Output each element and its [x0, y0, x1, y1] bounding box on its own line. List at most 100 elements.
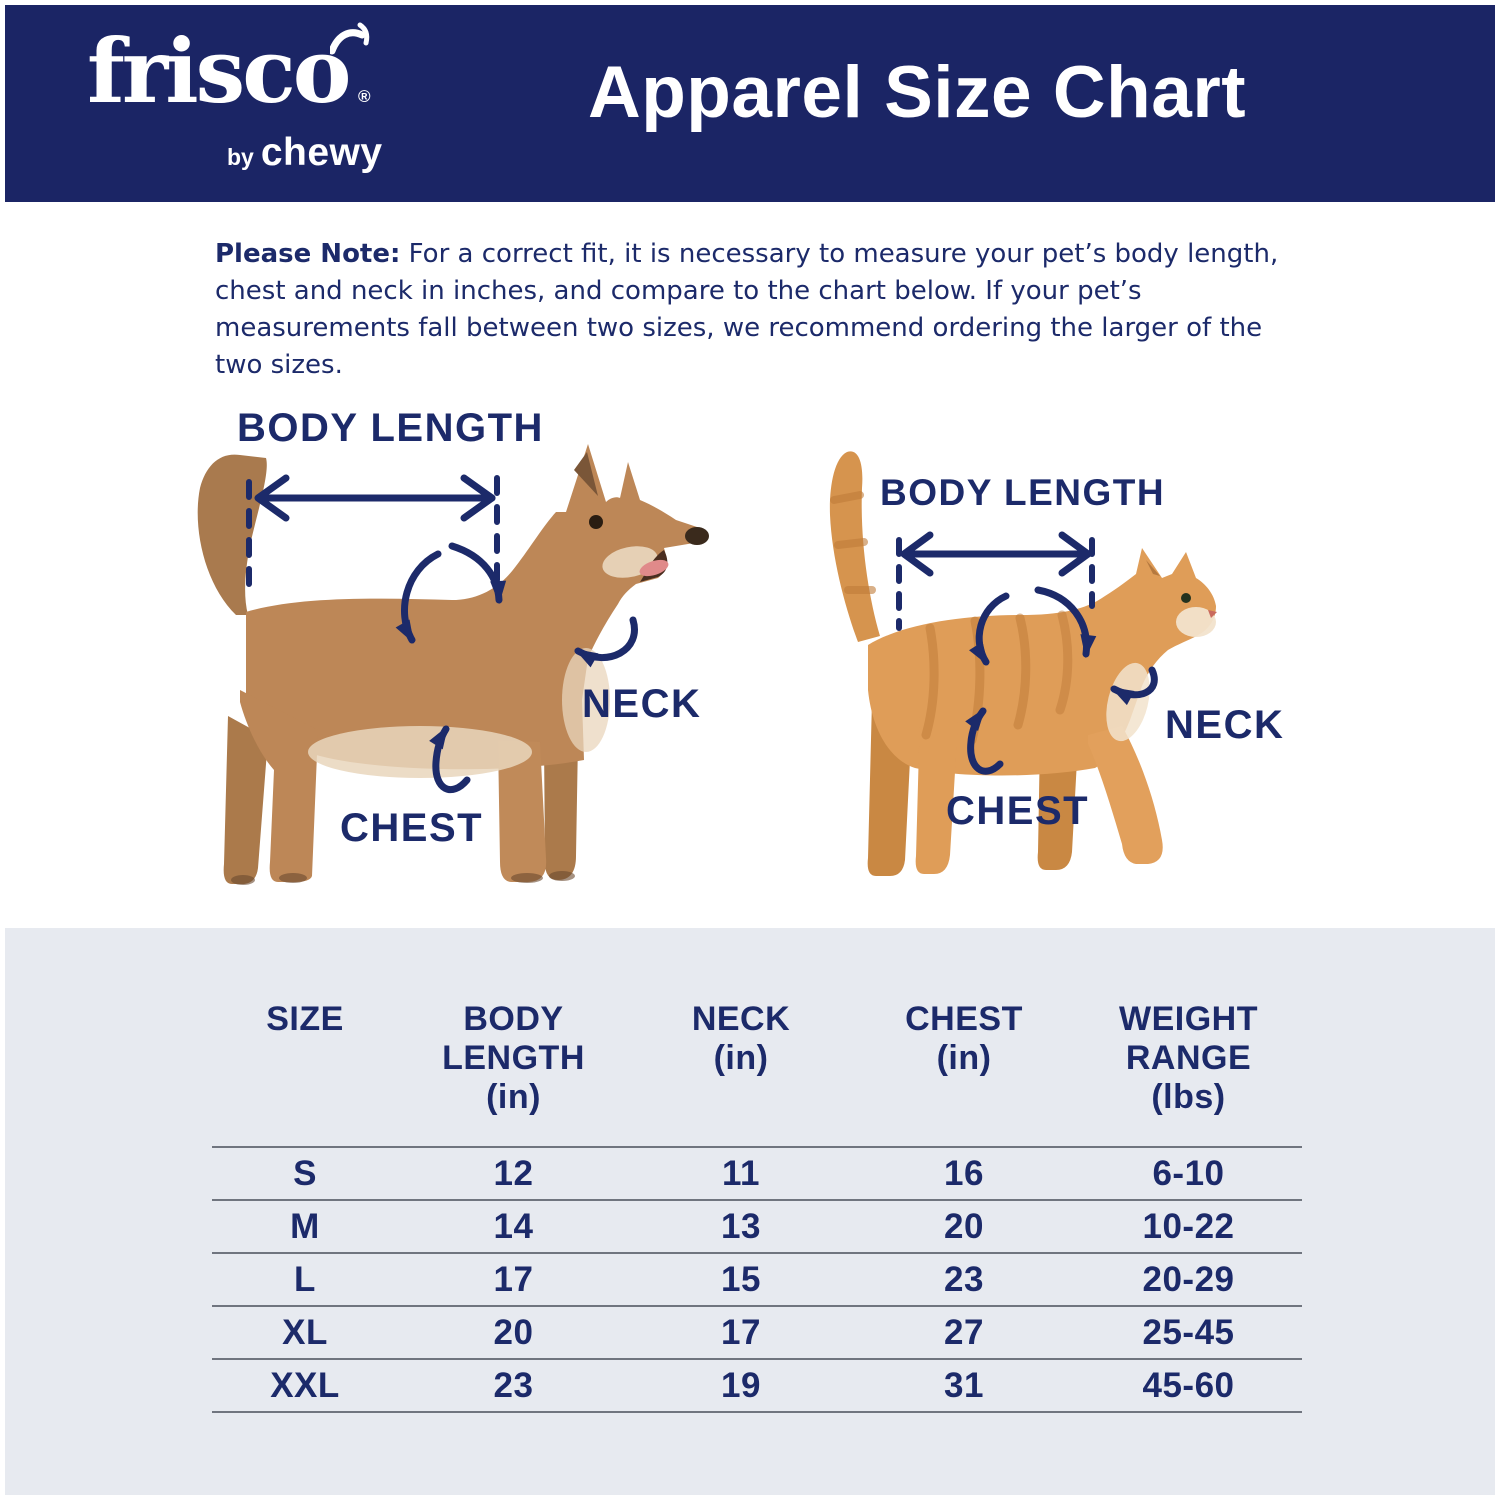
cell-size: S [293, 1154, 317, 1193]
dog-ear-inner [574, 452, 598, 496]
cell-neck: 13 [721, 1207, 761, 1246]
cat-chest-label: CHEST [946, 789, 1090, 833]
cell-size: L [294, 1260, 316, 1299]
size-table-body: S 12 11 16 6-10 M 14 13 20 10-22 L 17 15… [212, 1146, 1302, 1413]
dog-paw-shade-1 [511, 873, 543, 883]
column-header-weight-range: WEIGHT RANGE (lbs) [1119, 1000, 1258, 1116]
by-text: by [227, 144, 254, 170]
cat-body-length-arrowhead-left [900, 531, 934, 577]
logo-flourish-icon [330, 22, 370, 55]
cat-stripe-1 [921, 623, 939, 740]
dog-body-length-arrowhead-left [254, 474, 290, 522]
cell-neck: 15 [721, 1260, 761, 1299]
dog-tail [197, 454, 267, 615]
cell-body-length: 12 [493, 1154, 534, 1193]
dog-rear-leg-front [240, 690, 318, 882]
dog-front-leg-front [498, 740, 547, 882]
cell-body-length: 14 [493, 1207, 534, 1246]
dog-belly-highlight [308, 726, 532, 778]
cat-girth-arc-left [969, 592, 1010, 666]
cat-illustration [829, 451, 1217, 876]
dog-chest-highlight [562, 648, 610, 752]
registered-mark: ® [357, 87, 371, 107]
cell-chest: 16 [944, 1154, 984, 1193]
cell-chest: 31 [944, 1366, 984, 1405]
dog-measurement-arrows [246, 474, 638, 794]
header-bar: frisco ® by chewy Apparel Size Chart [5, 5, 1495, 202]
cell-size: XXL [270, 1366, 340, 1405]
cell-neck: 11 [722, 1154, 760, 1193]
cat-girth-arc-right [1034, 586, 1097, 658]
cat-stripe-4 [1055, 610, 1073, 715]
cat-body-length-label: BODY LENGTH [880, 472, 1166, 513]
dog-paw-shade-2 [549, 871, 575, 881]
frisco-logo: frisco ® by chewy [87, 22, 387, 174]
table-row-m: M 14 13 20 10-22 [212, 1199, 1302, 1252]
cat-ear-inner [1146, 560, 1160, 576]
cell-size: XL [282, 1313, 328, 1352]
cell-chest: 23 [944, 1260, 984, 1299]
cat-chest-arc [965, 707, 1004, 775]
dog-neck-label: NECK [582, 682, 702, 726]
measurement-diagrams: BODY LENGTH NECK CHEST BODY LENGTH NECK … [0, 395, 1500, 930]
table-row-xxl: XXL 23 19 31 45-60 [212, 1358, 1302, 1411]
by-chewy: by chewy [227, 131, 383, 175]
cat-nose [1208, 610, 1217, 618]
dog-tongue [639, 559, 669, 577]
cell-chest: 20 [944, 1207, 984, 1246]
cell-weight: 10-22 [1142, 1207, 1235, 1246]
size-table-section: SIZE BODY LENGTH (in) NECK (in) CHEST (i… [5, 928, 1495, 1495]
column-header-neck: NECK (in) [691, 1000, 791, 1077]
size-table-header: SIZE BODY LENGTH (in) NECK (in) CHEST (i… [212, 1000, 1302, 1117]
note-body: For a correct fit, it is necessary to me… [215, 239, 1279, 380]
cat-neck-label: NECK [1165, 703, 1285, 747]
dog-rear-leg-back [223, 716, 268, 884]
chewy-wordmark: chewy [260, 131, 383, 174]
cat-measurement-arrows [896, 531, 1158, 775]
dog-paw-shade-3 [279, 873, 307, 883]
cell-weight: 25-45 [1142, 1313, 1235, 1352]
dog-nose [685, 527, 709, 545]
cat-neck-arc [1110, 666, 1158, 706]
dog-body-length-arrowhead-right [460, 474, 496, 522]
dog-girth-arc-left [395, 550, 442, 644]
cell-body-length: 23 [493, 1366, 534, 1405]
column-header-chest: CHEST (in) [905, 1000, 1023, 1077]
cell-body-length: 20 [493, 1313, 534, 1352]
cat-muzzle-highlight [1176, 607, 1216, 637]
note-prefix: Please Note: [215, 239, 401, 269]
cat-tail-stripe-1 [830, 491, 864, 504]
dog-chest-label: CHEST [340, 806, 484, 850]
column-header-body-length: BODY LENGTH (in) [442, 1000, 585, 1116]
cell-neck: 17 [721, 1313, 761, 1352]
dog-body-length-label: BODY LENGTH [237, 406, 544, 450]
cat-eye [1181, 593, 1191, 603]
dog-neck-arc [574, 616, 638, 668]
dog-chest-arc [429, 725, 471, 794]
dog-front-leg-back [544, 740, 578, 880]
dog-eye [589, 515, 603, 529]
cat-stripe-3 [1013, 613, 1031, 730]
cat-rear-leg-front [915, 712, 958, 874]
cell-neck: 19 [721, 1366, 761, 1405]
note-paragraph: Please Note: For a correct fit, it is ne… [215, 236, 1290, 384]
cat-body-length-arrowhead-right [1058, 531, 1092, 577]
dog-girth-arc-right [448, 542, 507, 604]
cell-size: M [290, 1207, 320, 1246]
frisco-wordmark: frisco [87, 19, 351, 123]
cell-weight: 20-29 [1142, 1260, 1235, 1299]
table-row-l: L 17 15 23 20-29 [212, 1252, 1302, 1305]
table-row-s: S 12 11 16 6-10 [212, 1146, 1302, 1199]
cell-body-length: 17 [493, 1260, 534, 1299]
table-row-xl: XL 20 17 27 25-45 [212, 1305, 1302, 1358]
column-header-size: SIZE [266, 1000, 344, 1038]
cell-weight: 45-60 [1142, 1366, 1235, 1405]
cat-tail-stripe-2 [834, 538, 868, 549]
page-title: Apparel Size Chart [588, 52, 1247, 133]
cell-chest: 27 [944, 1313, 984, 1352]
pets-diagram-svg [197, 444, 1217, 885]
dog-paw-shade-4 [231, 875, 255, 885]
cat-front-leg-front [1088, 726, 1163, 864]
cell-weight: 6-10 [1152, 1154, 1225, 1193]
